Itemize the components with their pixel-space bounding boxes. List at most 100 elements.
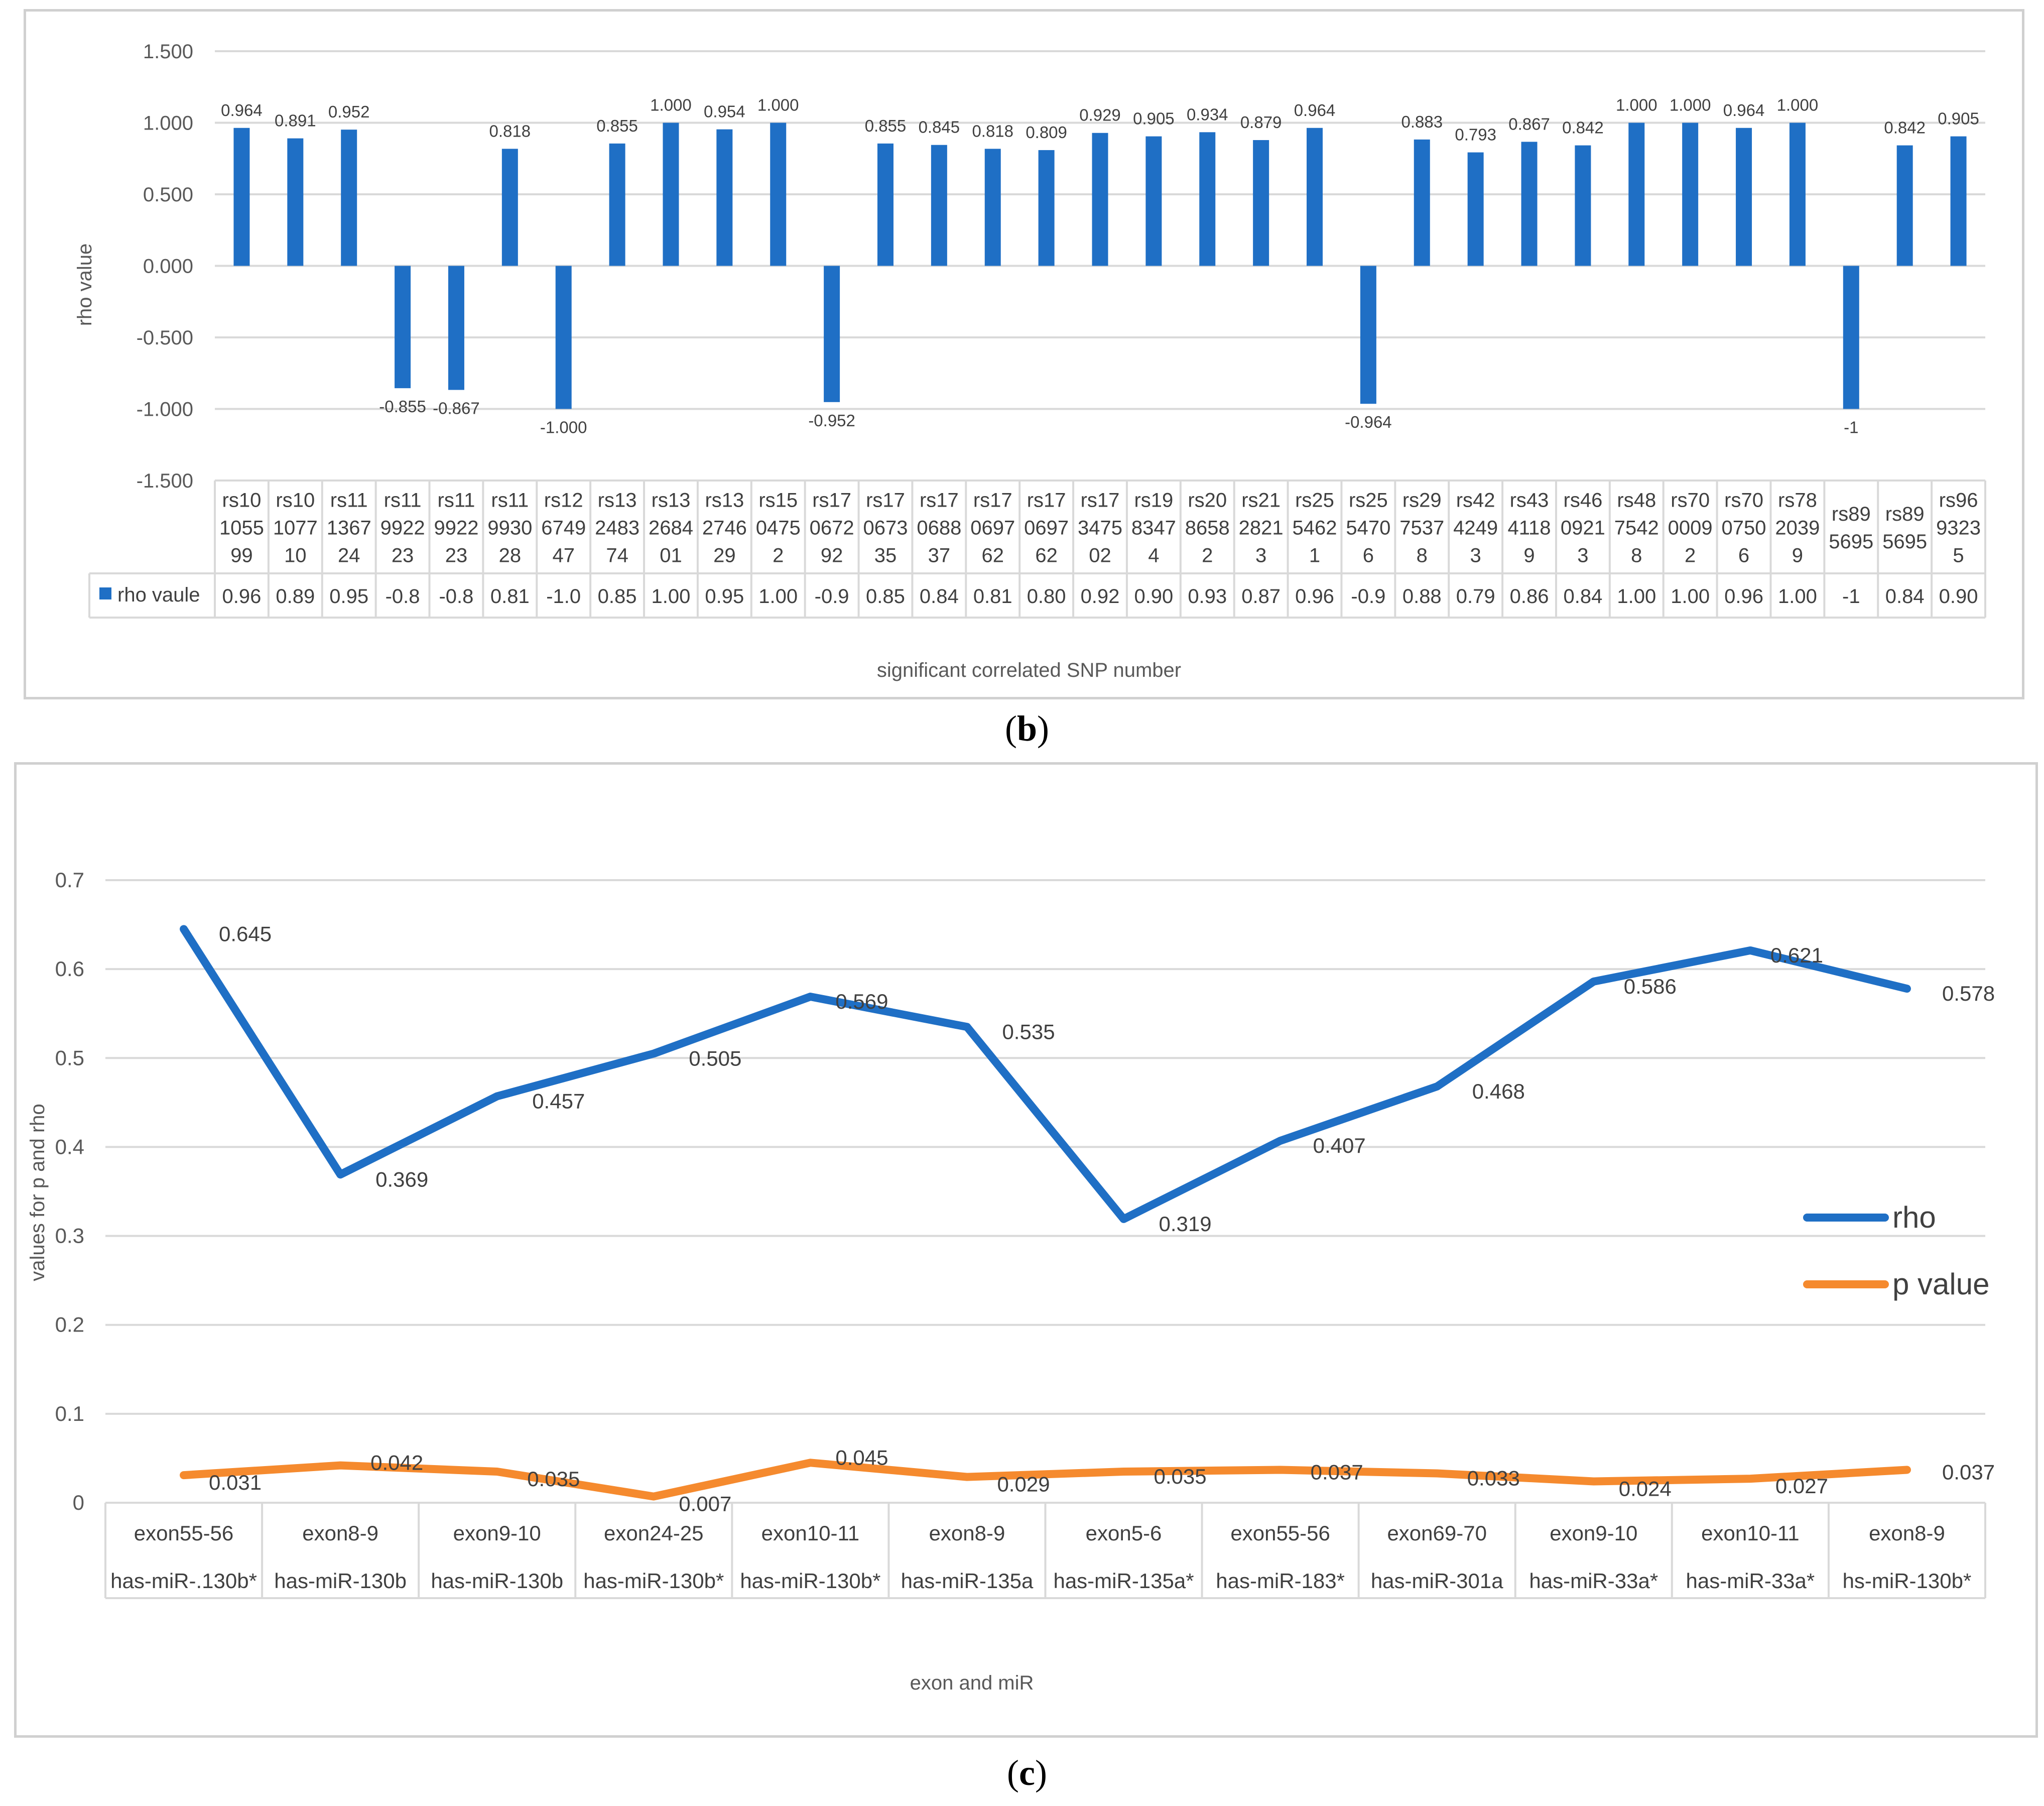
data-label: 0.621 [1770, 943, 1823, 967]
data-label: 0.929 [1079, 106, 1121, 125]
x-category-label: rs17 [973, 490, 1012, 512]
data-label: 0.954 [704, 102, 745, 121]
x-category-label: 4 [1148, 545, 1159, 567]
data-label: 0.586 [1624, 975, 1677, 998]
table-value: -0.8 [439, 585, 473, 608]
y-tick-label: 0.7 [55, 868, 84, 892]
data-label: 1.000 [1616, 96, 1657, 114]
x-category-label: 23 [392, 545, 414, 567]
x-category-label: rs19 [1134, 490, 1173, 512]
y-axis-title: values for p and rho [27, 1104, 49, 1281]
table-value: 1.00 [1617, 585, 1656, 608]
table-value: 0.84 [1563, 585, 1602, 608]
data-label: 1.000 [757, 96, 799, 114]
y-tick-label: 1.000 [143, 112, 193, 135]
legend-label: rho [1892, 1200, 1936, 1234]
x-category-label: 62 [1035, 545, 1058, 567]
data-label: 1.000 [1777, 96, 1819, 114]
data-label: 0.952 [328, 102, 370, 121]
x-category-label: rs46 [1564, 490, 1603, 512]
data-label: -1 [1844, 418, 1858, 437]
x-category-label: rs89 [1832, 503, 1871, 525]
x-category-label: 0750 [1722, 517, 1766, 539]
bar [1414, 139, 1430, 266]
data-label: 0.842 [1562, 118, 1604, 137]
x-category-label: 4249 [1453, 517, 1498, 539]
bar [931, 145, 947, 266]
data-label: 0.845 [919, 118, 960, 137]
x-category-label: has-miR-301a [1371, 1569, 1503, 1593]
data-label: 0.468 [1472, 1079, 1525, 1103]
bar [1092, 133, 1108, 266]
data-label: 0.855 [865, 116, 907, 135]
x-category-label: 0672 [810, 517, 854, 539]
x-category-label: 5695 [1829, 531, 1873, 553]
x-category-label: 9 [1523, 545, 1535, 567]
x-category-label: 24 [338, 545, 360, 567]
x-category-label: has-miR-130b [431, 1569, 563, 1593]
x-category-label: 4118 [1508, 517, 1551, 539]
x-category-label: 7542 [1614, 517, 1659, 539]
x-category-label: 9930 [487, 517, 532, 539]
table-value: 0.81 [973, 585, 1012, 608]
bar [1789, 123, 1806, 266]
bar [1521, 142, 1538, 266]
data-label: 0.457 [532, 1089, 585, 1113]
x-category-label: rs15 [758, 490, 798, 512]
x-category-label: rs96 [1939, 490, 1978, 512]
data-label: 0.809 [1026, 123, 1067, 142]
table-value: 0.87 [1241, 585, 1281, 608]
bar [1843, 266, 1859, 409]
data-label: 0.891 [275, 111, 316, 130]
x-category-label: exon55-56 [134, 1521, 234, 1545]
y-tick-label: -1.000 [137, 399, 193, 421]
x-category-label: rs25 [1295, 490, 1334, 512]
data-label: 0.964 [221, 101, 263, 119]
table-value: 1.00 [652, 585, 691, 608]
x-category-label: has-miR-130b* [740, 1569, 880, 1593]
table-value: -0.9 [1351, 585, 1385, 608]
y-tick-label: -1.500 [137, 470, 193, 492]
x-category-label: rs20 [1188, 490, 1227, 512]
data-label: 0.578 [1942, 982, 1995, 1005]
y-tick-label: 0.3 [55, 1224, 84, 1248]
x-category-label: 0688 [917, 517, 961, 539]
legend-swatch [99, 587, 111, 599]
x-category-label: 6749 [541, 517, 586, 539]
table-value: -0.8 [386, 585, 420, 608]
table-value: 0.84 [920, 585, 959, 608]
table-value: 0.79 [1456, 585, 1495, 608]
bar [1199, 132, 1216, 266]
data-label: 0.033 [1467, 1467, 1520, 1490]
data-label: -0.952 [808, 411, 855, 430]
x-category-label: 3 [1255, 545, 1266, 567]
table-value: 0.90 [1939, 585, 1978, 608]
data-label: -0.964 [1345, 413, 1392, 431]
x-category-label: 3 [1577, 545, 1588, 567]
y-tick-label: 0 [73, 1491, 84, 1514]
x-category-label: rs12 [544, 490, 583, 512]
x-category-label: rs11 [384, 490, 422, 512]
x-category-label: 2821 [1239, 517, 1284, 539]
data-label: 0.818 [972, 122, 1013, 140]
bar [341, 130, 357, 266]
data-label: 0.934 [1187, 105, 1228, 124]
y-tick-label: 0.5 [55, 1046, 84, 1069]
x-category-label: exon8-9 [929, 1521, 1005, 1545]
bar [663, 123, 679, 266]
x-category-label: rs89 [1885, 503, 1925, 525]
data-label: 0.037 [1942, 1460, 1995, 1484]
x-category-label: has-miR-.130b* [110, 1569, 257, 1593]
x-category-label: 62 [981, 545, 1004, 567]
x-category-label: rs17 [1027, 490, 1066, 512]
table-value: 0.92 [1081, 585, 1120, 608]
x-category-label: 2039 [1775, 517, 1820, 539]
data-label: -0.855 [379, 397, 426, 416]
x-category-label: has-miR-135a* [1053, 1569, 1194, 1593]
table-value: 1.00 [758, 585, 798, 608]
bar [1950, 136, 1967, 266]
x-category-label: 8347 [1131, 517, 1176, 539]
data-label: 0.024 [1619, 1477, 1672, 1500]
data-label: 0.035 [1154, 1465, 1207, 1488]
table-value: -1.0 [546, 585, 581, 608]
